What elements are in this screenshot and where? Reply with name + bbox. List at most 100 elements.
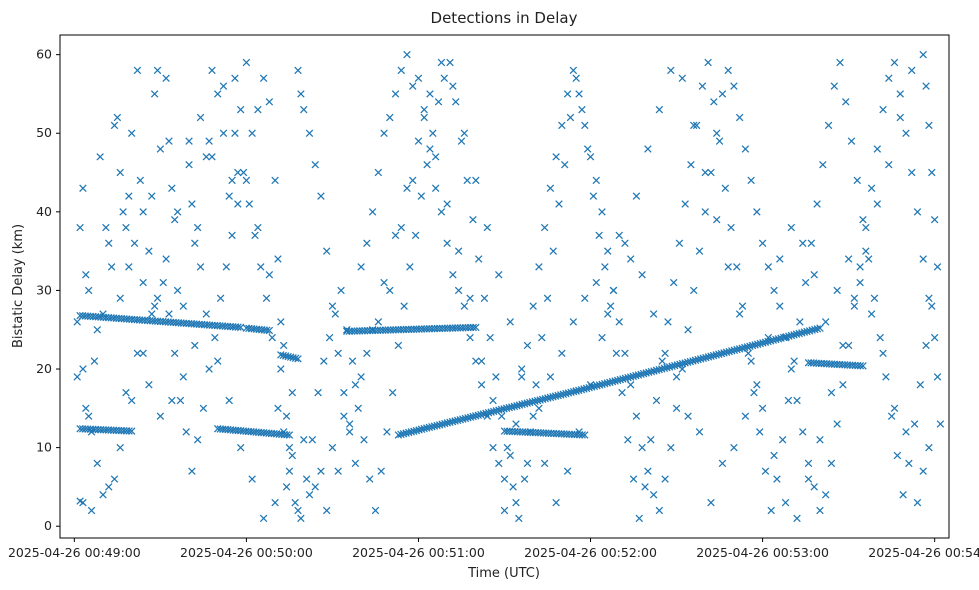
data-point: [79, 184, 87, 192]
data-point: [707, 498, 715, 507]
y-tick-label: 30: [36, 282, 52, 297]
data-point: [747, 176, 755, 185]
data-point: [824, 121, 833, 130]
data-point: [285, 431, 294, 439]
data-point: [669, 278, 678, 287]
data-point: [483, 223, 492, 232]
data-point: [506, 318, 514, 326]
data-point: [652, 396, 661, 405]
data-point: [139, 349, 147, 358]
data-point: [262, 294, 271, 303]
data-point: [248, 129, 256, 137]
data-point: [664, 318, 672, 326]
data-point: [821, 318, 830, 326]
data-point: [397, 223, 406, 232]
data-point: [578, 105, 586, 114]
data-point: [626, 381, 635, 389]
data-point: [263, 326, 271, 334]
data-point: [130, 239, 139, 248]
data-point: [644, 145, 652, 153]
data-point: [907, 168, 916, 177]
data-point: [718, 459, 727, 468]
data-point: [919, 50, 927, 59]
data-point: [76, 497, 84, 505]
data-point: [517, 373, 526, 381]
data-point: [755, 428, 764, 436]
data-point: [661, 349, 669, 358]
data-point: [84, 412, 93, 420]
data-point: [334, 349, 342, 358]
data-point: [380, 278, 388, 287]
data-point: [758, 239, 767, 248]
data-point: [730, 82, 738, 90]
chart-title: Detections in Delay: [431, 9, 578, 27]
data-point: [816, 324, 824, 332]
data-point: [259, 74, 268, 82]
data-point: [649, 491, 658, 499]
data-point: [618, 388, 626, 397]
data-point: [538, 333, 546, 342]
data-point: [787, 365, 796, 373]
y-axis-label: Bistatic Delay (km): [11, 224, 26, 348]
data-point: [675, 239, 684, 248]
data-point: [859, 362, 867, 370]
data-point: [208, 66, 216, 75]
data-point: [738, 302, 747, 310]
data-point: [110, 121, 119, 130]
data-point: [234, 200, 242, 208]
data-point: [816, 436, 824, 444]
data-point: [245, 200, 254, 208]
data-point: [907, 66, 916, 75]
data-point: [265, 270, 274, 279]
data-point: [150, 90, 159, 98]
data-point: [503, 443, 512, 452]
data-point: [632, 192, 641, 200]
data-point: [73, 318, 81, 326]
data-point: [99, 310, 107, 318]
data-point: [784, 396, 793, 405]
data-point: [191, 341, 199, 350]
data-point: [847, 137, 856, 145]
data-point: [420, 113, 428, 122]
data-point: [853, 176, 861, 185]
data-point: [125, 192, 133, 200]
data-point: [391, 231, 400, 240]
data-point: [804, 475, 813, 483]
data-point: [343, 325, 351, 334]
data-point: [116, 168, 124, 177]
data-point: [443, 200, 451, 208]
data-point: [758, 404, 767, 413]
data-point: [322, 247, 331, 255]
data-point: [213, 357, 222, 365]
data-point: [408, 82, 417, 90]
y-tick-label: 60: [36, 47, 52, 62]
data-point: [799, 428, 807, 436]
data-point: [575, 428, 583, 436]
data-point: [148, 310, 156, 318]
data-point: [896, 113, 904, 122]
data-point: [182, 428, 190, 436]
data-point: [268, 333, 276, 342]
data-point: [667, 443, 675, 452]
data-point: [122, 223, 130, 232]
data-point: [228, 176, 236, 185]
data-point: [153, 66, 162, 75]
data-point: [512, 498, 520, 507]
data-point: [87, 506, 96, 515]
data-point: [672, 404, 681, 413]
data-point: [351, 381, 360, 389]
data-point: [173, 286, 182, 295]
data-point: [285, 443, 294, 452]
data-point: [486, 333, 494, 342]
data-point: [770, 286, 778, 295]
data-point: [105, 239, 113, 248]
data-point: [328, 302, 337, 310]
data-point: [695, 247, 704, 255]
data-point: [569, 318, 578, 326]
data-point: [368, 208, 377, 216]
data-point: [684, 325, 692, 334]
data-point: [429, 129, 437, 137]
data-point: [902, 129, 910, 137]
data-point: [882, 373, 890, 381]
data-point: [930, 333, 939, 342]
